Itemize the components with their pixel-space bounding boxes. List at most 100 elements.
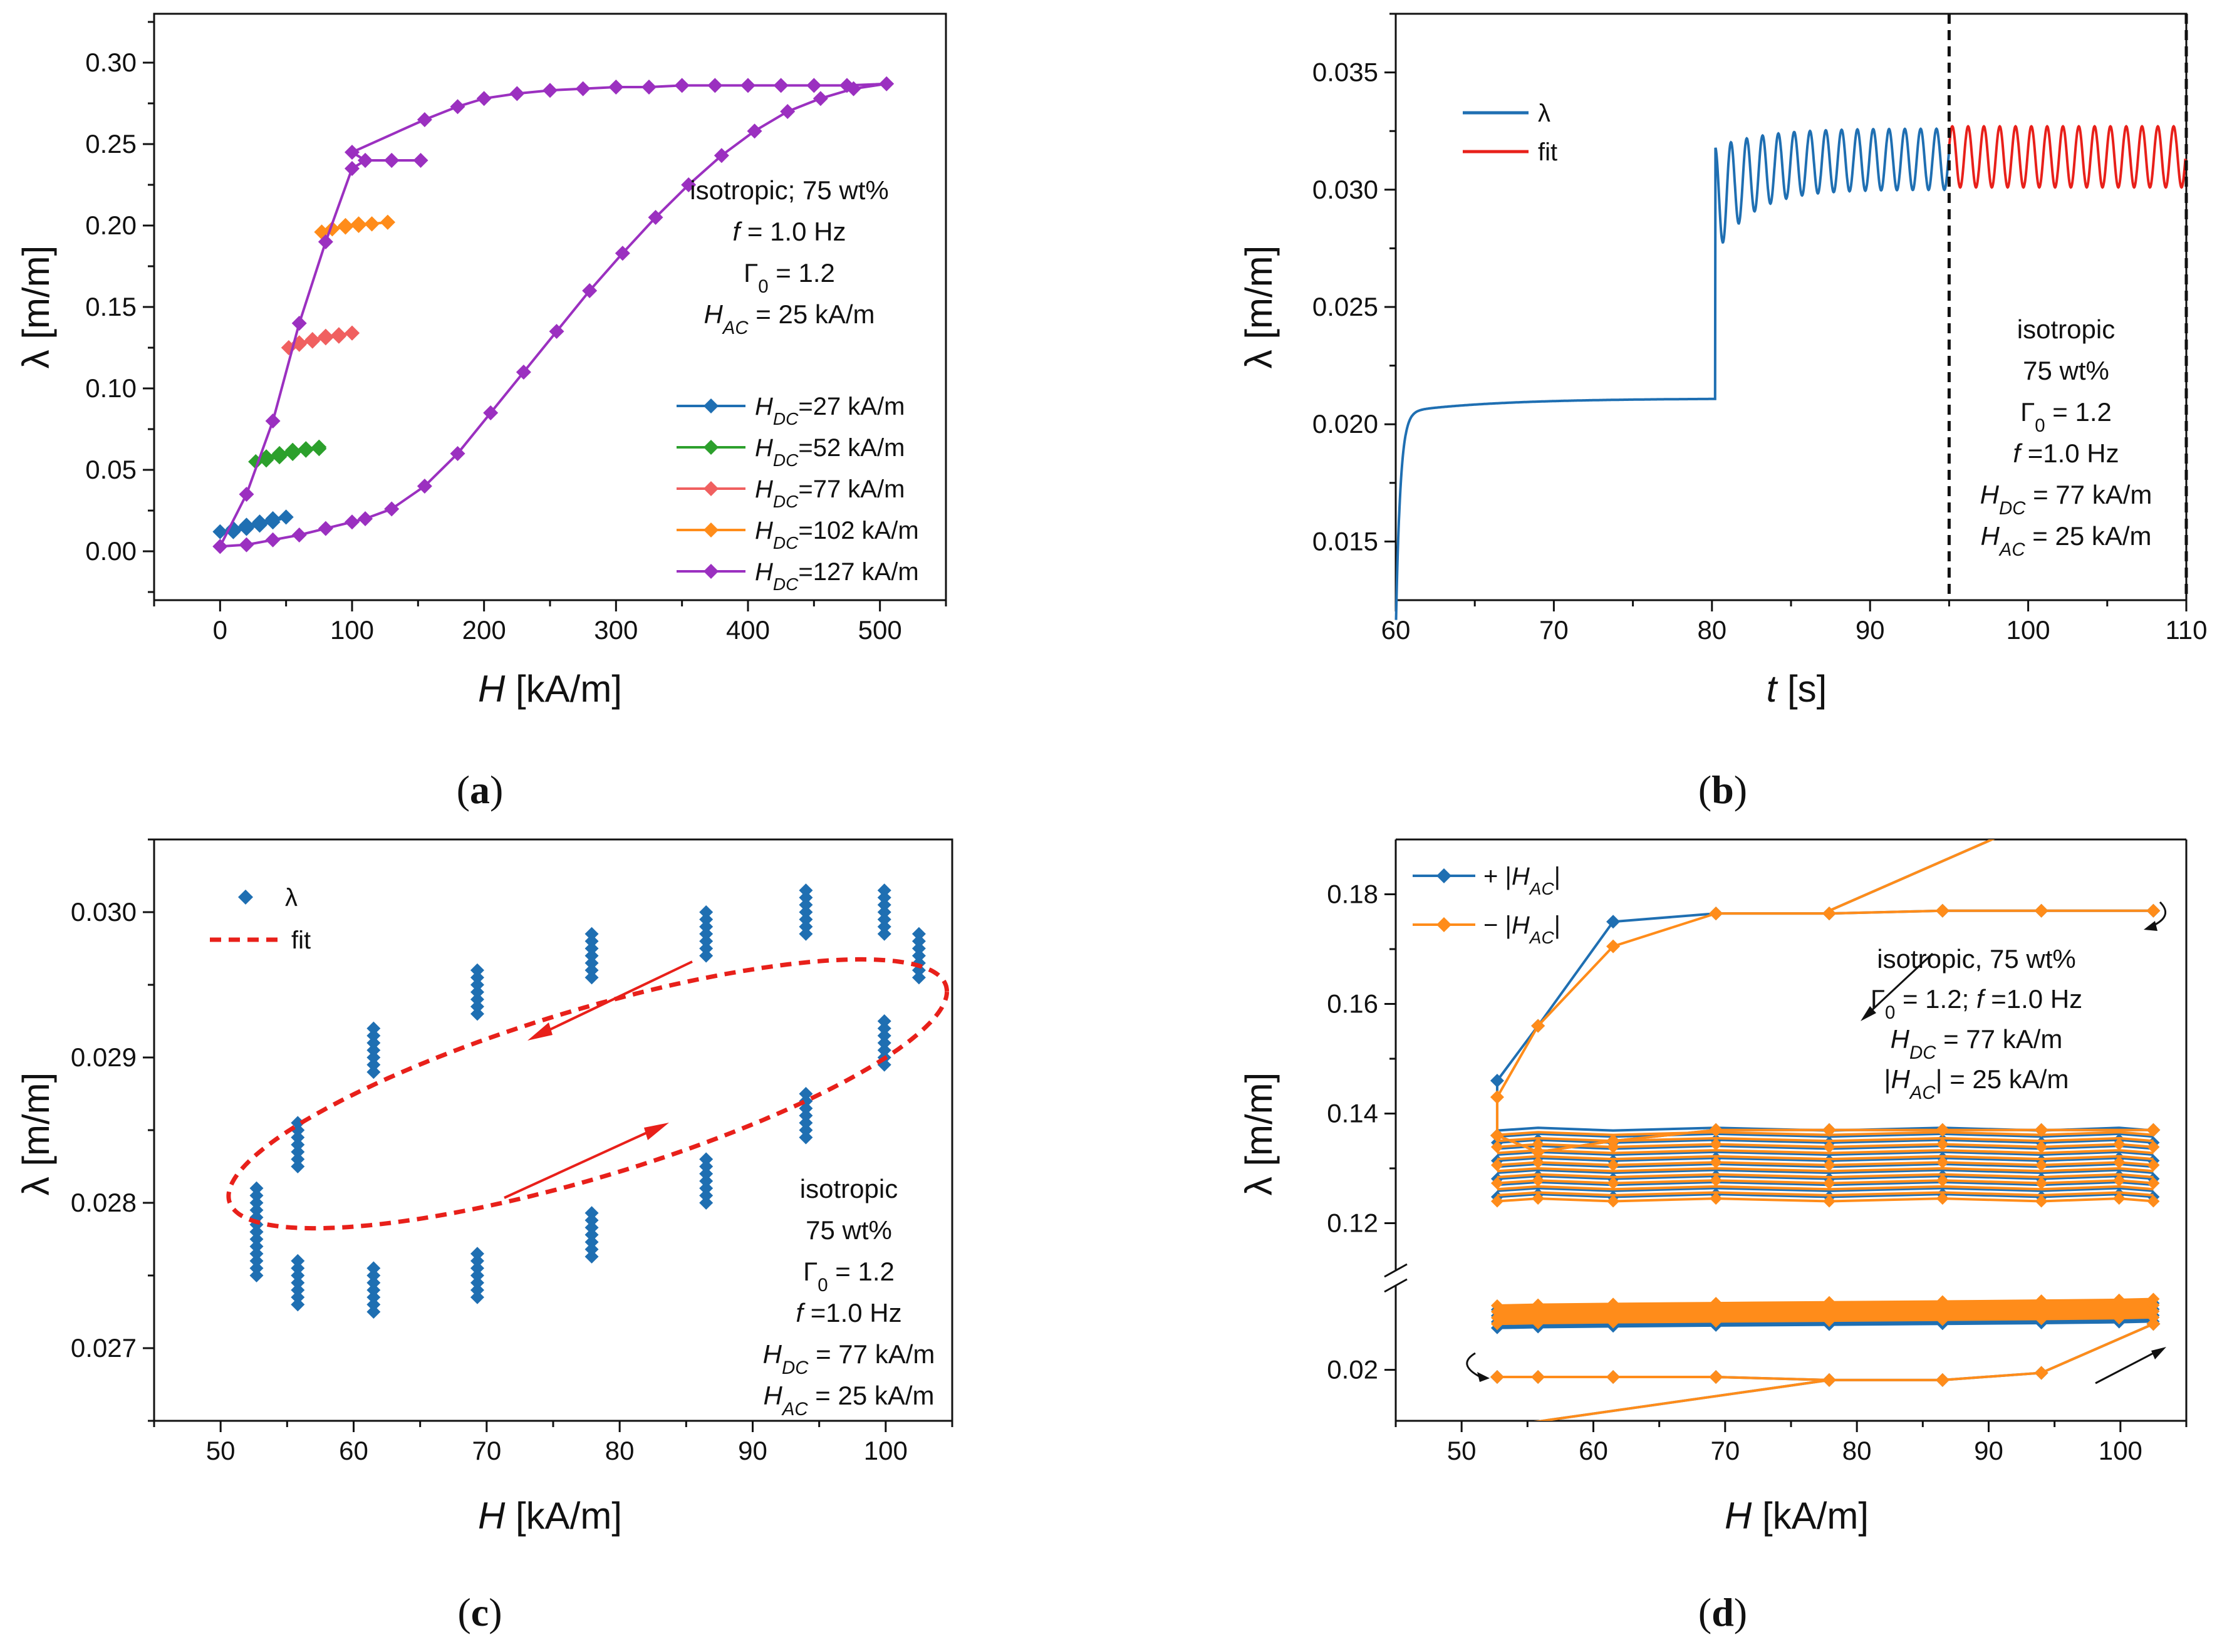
- data-point: [584, 1235, 599, 1249]
- data-point: [1531, 1369, 1545, 1384]
- data-point: [1531, 1145, 1545, 1159]
- legend-marker: [1436, 917, 1451, 932]
- data-point: [699, 942, 714, 955]
- axis-break: [1384, 1263, 1408, 1293]
- annotation-line: − |HAC|: [1483, 912, 1560, 947]
- data-point: [1490, 1195, 1503, 1208]
- legend: + |HAC| − |HAC|: [1413, 863, 1560, 947]
- data-point: [311, 441, 327, 457]
- x-tick-label: 70: [1710, 1436, 1740, 1465]
- data-point: [543, 83, 558, 98]
- panel-label: (a): [457, 767, 504, 812]
- x-tick-label: 200: [462, 615, 506, 645]
- data-point: [366, 1297, 381, 1312]
- loop-line: [1497, 1136, 2154, 1143]
- data-point: [877, 890, 891, 905]
- data-point: [470, 1290, 484, 1304]
- data-point: [1532, 1138, 1545, 1151]
- data-point: [470, 1275, 484, 1290]
- annotation-line: 75 wt%: [806, 1215, 892, 1245]
- data-point: [318, 330, 333, 346]
- data-point: [1532, 1192, 1545, 1205]
- loop-line: [1497, 1150, 2154, 1156]
- legend-marker: [704, 398, 719, 413]
- annotation-line: HDC = 77 kA/m: [763, 1339, 935, 1378]
- data-point: [2147, 1177, 2160, 1190]
- panel-label: (c): [457, 1590, 502, 1634]
- data-point: [699, 912, 714, 927]
- data-point: [278, 509, 294, 525]
- x-tick-label: 110: [2166, 615, 2208, 645]
- annotation-line: isotropic, 75 wt%: [1877, 944, 2075, 974]
- data-point: [239, 521, 254, 536]
- data-point: [799, 883, 813, 898]
- y-tick-label: 0.12: [1327, 1208, 1378, 1238]
- x-tick-label: 70: [472, 1436, 501, 1465]
- data-point: [291, 1283, 305, 1297]
- annotation-line: f =1.0 Hz: [2013, 439, 2119, 468]
- data-point: [249, 1269, 264, 1282]
- y-tick-label: 0.02: [1327, 1355, 1378, 1384]
- data-point: [239, 537, 254, 553]
- data-point: [2147, 1195, 2160, 1208]
- data-point: [516, 365, 531, 380]
- annotation-line: HAC = 25 kA/m: [763, 1381, 934, 1420]
- data-point: [249, 1188, 264, 1203]
- annotation-line: HAC = 25 kA/m: [1980, 521, 2151, 560]
- legend: λ fit: [1463, 100, 1557, 166]
- data-point: [2112, 1138, 2126, 1151]
- data-point: [1936, 1138, 1949, 1151]
- data-point: [747, 123, 762, 139]
- axis-label: λ [m/m]: [15, 246, 57, 369]
- data-point: [641, 80, 657, 95]
- y-tick-label: 0.025: [1312, 292, 1378, 321]
- x-tick-label: 60: [339, 1436, 368, 1465]
- data-point: [699, 948, 714, 963]
- annotation-line: Γ0 = 1.2: [744, 258, 835, 297]
- data-point: [2112, 1156, 2126, 1169]
- data-point: [681, 177, 697, 192]
- y-tick-label: 0.20: [85, 210, 137, 240]
- x-tick-label: 80: [1842, 1436, 1872, 1465]
- data-point: [384, 153, 400, 168]
- data-point: [608, 80, 624, 95]
- data-point: [877, 1021, 891, 1036]
- data-point: [249, 1261, 264, 1275]
- data-point: [1936, 1192, 1949, 1205]
- data-point: [911, 927, 926, 941]
- data-point: [2034, 1366, 2048, 1380]
- data-point: [1607, 1195, 1620, 1208]
- plot-frame: [1394, 13, 2188, 601]
- chart-panel-c: 50 60 70 80 90 100 0.027 0.028 0.029 0.030 λ fit iso…: [15, 838, 953, 1537]
- x-tick-label: 90: [1856, 615, 1885, 645]
- data-point: [1710, 1156, 1723, 1169]
- data-point: [799, 920, 813, 934]
- data-point: [265, 514, 281, 530]
- data-point: [470, 1283, 484, 1297]
- annotation-line: Γ0 = 1.2; f =1.0 Hz: [1871, 984, 2082, 1023]
- data-point: [366, 1029, 381, 1043]
- data-point: [318, 234, 333, 249]
- data-point: [2146, 903, 2161, 918]
- data-point: [259, 452, 274, 468]
- data-point: [911, 948, 926, 963]
- data-point: [877, 883, 891, 898]
- legend-marker: [704, 440, 719, 455]
- y-tick-label: 0.027: [71, 1333, 137, 1363]
- data-point: [584, 948, 599, 963]
- data-point: [291, 1297, 305, 1312]
- data-point: [1710, 1174, 1723, 1187]
- series-lambda: [249, 883, 926, 1319]
- branch-line: [1829, 839, 1995, 912]
- series-4: [212, 76, 895, 554]
- data-point: [417, 112, 432, 127]
- branch-line: [1495, 909, 2154, 1153]
- data-point: [575, 81, 591, 96]
- legend-marker: [238, 890, 253, 905]
- legend: HDC=27 kA/m HDC=52 kA/m HDC=77 kA/m HDC=102…: [677, 393, 919, 594]
- legend-marker: [704, 564, 719, 579]
- data-point: [304, 333, 320, 349]
- direction-arrows: [1466, 901, 2167, 1384]
- direction-arrows: [504, 960, 693, 1199]
- chart-panel-b: 60 70 80 90 100 110 0.015 0.020 0.025 0.030 0.035 λ…: [1238, 13, 2208, 710]
